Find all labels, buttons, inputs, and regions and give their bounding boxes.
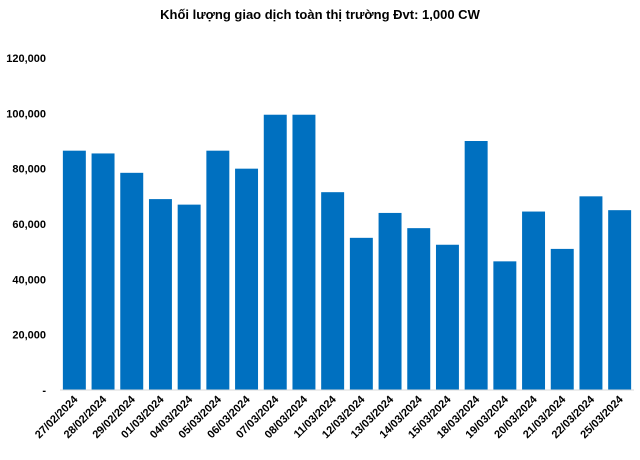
bar [62, 150, 86, 390]
bar [579, 196, 603, 390]
bar [464, 141, 488, 390]
bar [407, 228, 431, 390]
chart-title: Khối lượng giao dịch toàn thị trường Đvt… [160, 7, 480, 22]
bar [177, 204, 201, 390]
bar [263, 114, 287, 390]
bar [206, 150, 230, 390]
bar [148, 199, 172, 390]
bar [349, 237, 373, 390]
bar [608, 210, 632, 390]
y-tick-label: 100,000 [6, 108, 46, 120]
bar [120, 172, 144, 390]
bar [550, 248, 574, 390]
bar [435, 244, 459, 390]
y-tick-label: 40,000 [12, 274, 46, 286]
y-axis-labels: - 20,000 40,000 60,000 80,000 100,000 120,000 [6, 53, 46, 397]
bar [91, 153, 115, 390]
bar [321, 192, 345, 390]
bar [235, 168, 259, 390]
y-tick-label: 60,000 [12, 219, 46, 231]
bar [378, 212, 402, 390]
bars [62, 114, 632, 390]
bar [522, 211, 546, 390]
y-tick-label: 20,000 [12, 330, 46, 342]
bar [493, 261, 517, 390]
y-tick-label: - [42, 385, 46, 397]
bar [292, 114, 316, 390]
y-tick-label: 80,000 [12, 164, 46, 176]
y-tick-label: 120,000 [6, 53, 46, 65]
x-axis-labels: 27/02/202428/02/202429/02/202401/03/2024… [33, 393, 626, 441]
